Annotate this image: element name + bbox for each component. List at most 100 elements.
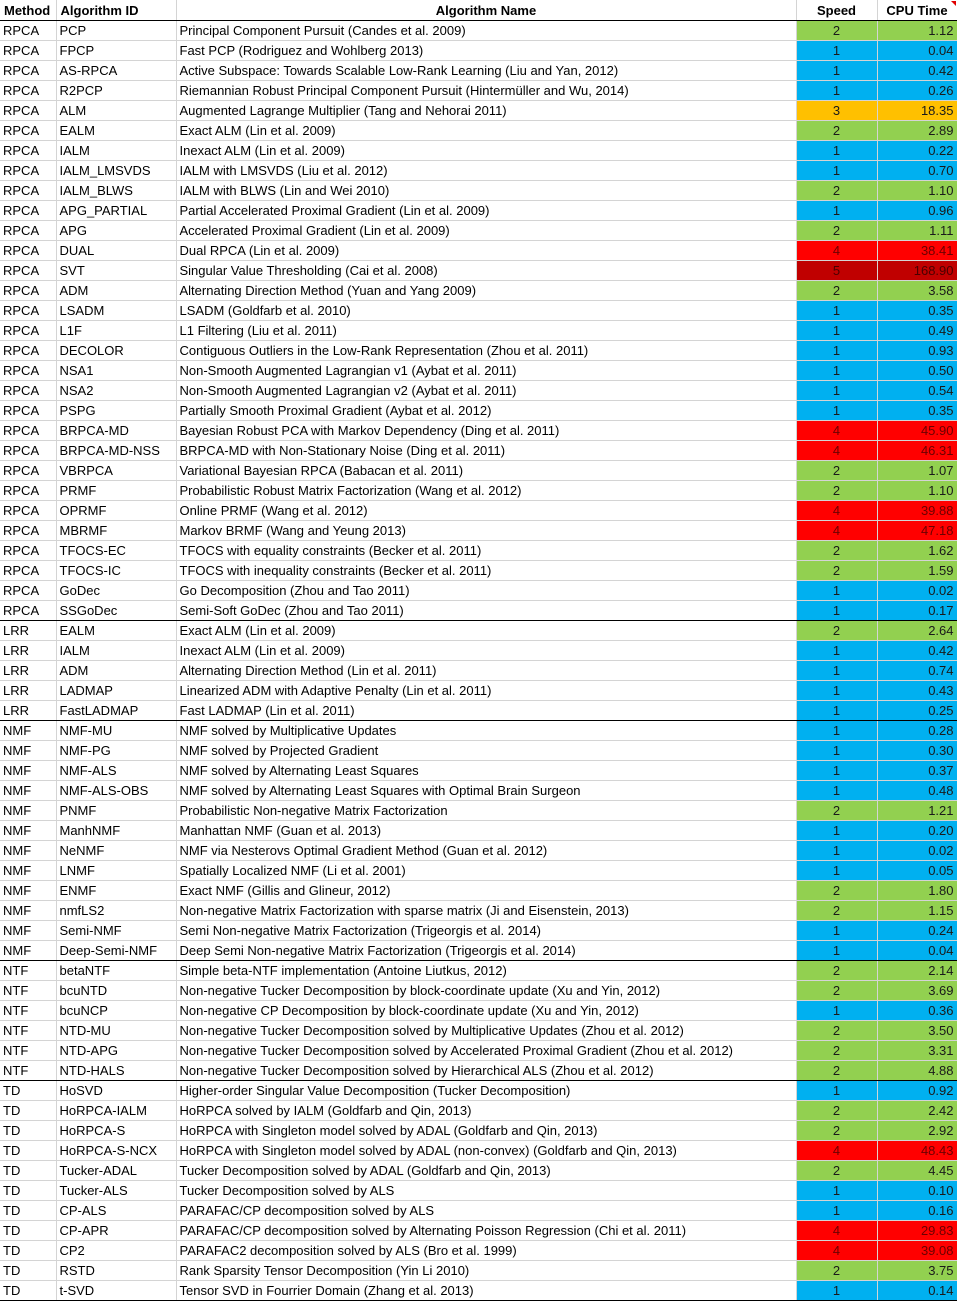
cell-algorithm-name[interactable]: Linearized ADM with Adaptive Penalty (Li… (176, 680, 797, 701)
cell-speed[interactable]: 1 (796, 920, 878, 941)
cell-speed[interactable]: 2 (796, 620, 878, 641)
cell-speed[interactable]: 2 (796, 280, 878, 301)
cell-algorithm-id[interactable]: CP2 (56, 1240, 177, 1261)
cell-speed[interactable]: 1 (796, 840, 878, 861)
cell-algorithm-name[interactable]: Fast PCP (Rodriguez and Wohlberg 2013) (176, 40, 797, 61)
cell-algorithm-id[interactable]: CP-ALS (56, 1200, 177, 1221)
cell-algorithm-name[interactable]: LSADM (Goldfarb et al. 2010) (176, 300, 797, 321)
cell-method[interactable]: RPCA (0, 20, 57, 41)
cell-algorithm-name[interactable]: TFOCS with inequality constraints (Becke… (176, 560, 797, 581)
cell-speed[interactable]: 2 (796, 980, 878, 1001)
cell-cpu-time[interactable]: 0.16 (877, 1200, 957, 1221)
cell-algorithm-id[interactable]: APG_PARTIAL (56, 200, 177, 221)
cell-algorithm-name[interactable]: Non-negative Tucker Decomposition solved… (176, 1040, 797, 1061)
cell-algorithm-id[interactable]: FastLADMAP (56, 700, 177, 721)
cell-method[interactable]: RPCA (0, 180, 57, 201)
cell-algorithm-name[interactable]: Accelerated Proximal Gradient (Lin et al… (176, 220, 797, 241)
cell-speed[interactable]: 2 (796, 180, 878, 201)
cell-speed[interactable]: 1 (796, 400, 878, 421)
cell-method[interactable]: RPCA (0, 520, 57, 541)
cell-cpu-time[interactable]: 0.93 (877, 340, 957, 361)
cell-speed[interactable]: 2 (796, 1120, 878, 1141)
cell-algorithm-name[interactable]: Partially Smooth Proximal Gradient (Ayba… (176, 400, 797, 421)
cell-algorithm-id[interactable]: IALM (56, 140, 177, 161)
cell-speed[interactable]: 1 (796, 1280, 878, 1301)
cell-algorithm-id[interactable]: PCP (56, 20, 177, 41)
cell-method[interactable]: NMF (0, 760, 57, 781)
cell-algorithm-id[interactable]: SSGoDec (56, 600, 177, 621)
cell-algorithm-id[interactable]: NTD-APG (56, 1040, 177, 1061)
cell-speed[interactable]: 1 (796, 60, 878, 81)
cell-cpu-time[interactable]: 168.90 (877, 260, 957, 281)
cell-speed[interactable]: 1 (796, 200, 878, 221)
cell-algorithm-id[interactable]: NMF-ALS-OBS (56, 780, 177, 801)
cell-method[interactable]: TD (0, 1080, 57, 1101)
cell-speed[interactable]: 2 (796, 1260, 878, 1281)
cell-method[interactable]: NTF (0, 1020, 57, 1041)
cell-method[interactable]: RPCA (0, 220, 57, 241)
cell-cpu-time[interactable]: 1.10 (877, 180, 957, 201)
cell-algorithm-name[interactable]: Alternating Direction Method (Lin et al.… (176, 660, 797, 681)
cell-algorithm-id[interactable]: IALM_BLWS (56, 180, 177, 201)
cell-algorithm-id[interactable]: R2PCP (56, 80, 177, 101)
cell-cpu-time[interactable]: 2.42 (877, 1100, 957, 1121)
cell-algorithm-name[interactable]: Rank Sparsity Tensor Decomposition (Yin … (176, 1260, 797, 1281)
cell-algorithm-id[interactable]: NMF-ALS (56, 760, 177, 781)
cell-algorithm-name[interactable]: Inexact ALM (Lin et al. 2009) (176, 640, 797, 661)
cell-cpu-time[interactable]: 4.88 (877, 1060, 957, 1081)
cell-cpu-time[interactable]: 3.50 (877, 1020, 957, 1041)
cell-method[interactable]: LRR (0, 680, 57, 701)
cell-algorithm-name[interactable]: Principal Component Pursuit (Candes et a… (176, 20, 797, 41)
cell-cpu-time[interactable]: 2.89 (877, 120, 957, 141)
cell-speed[interactable]: 2 (796, 20, 878, 41)
cell-speed[interactable]: 4 (796, 440, 878, 461)
cell-algorithm-name[interactable]: Non-Smooth Augmented Lagrangian v2 (Ayba… (176, 380, 797, 401)
cell-speed[interactable]: 1 (796, 780, 878, 801)
cell-method[interactable]: TD (0, 1200, 57, 1221)
cell-method[interactable]: RPCA (0, 540, 57, 561)
cell-cpu-time[interactable]: 0.20 (877, 820, 957, 841)
cell-method[interactable]: NMF (0, 880, 57, 901)
cell-algorithm-name[interactable]: IALM with LMSVDS (Liu et al. 2012) (176, 160, 797, 181)
cell-algorithm-name[interactable]: TFOCS with equality constraints (Becker … (176, 540, 797, 561)
cell-algorithm-name[interactable]: Semi Non-negative Matrix Factorization (… (176, 920, 797, 941)
cell-speed[interactable]: 1 (796, 340, 878, 361)
cell-method[interactable]: RPCA (0, 560, 57, 581)
cell-method[interactable]: RPCA (0, 400, 57, 421)
cell-method[interactable]: LRR (0, 700, 57, 721)
cell-speed[interactable]: 4 (796, 520, 878, 541)
cell-cpu-time[interactable]: 0.02 (877, 580, 957, 601)
cell-algorithm-id[interactable]: FPCP (56, 40, 177, 61)
cell-algorithm-id[interactable]: ADM (56, 280, 177, 301)
cell-cpu-time[interactable]: 3.69 (877, 980, 957, 1001)
cell-algorithm-name[interactable]: Tensor SVD in Fourrier Domain (Zhang et … (176, 1280, 797, 1301)
cell-cpu-time[interactable]: 3.58 (877, 280, 957, 301)
cell-method[interactable]: LRR (0, 640, 57, 661)
cell-algorithm-name[interactable]: PARAFAC/CP decomposition solved by ALS (176, 1200, 797, 1221)
cell-speed[interactable]: 2 (796, 1040, 878, 1061)
cell-cpu-time[interactable]: 0.96 (877, 200, 957, 221)
cell-cpu-time[interactable]: 4.45 (877, 1160, 957, 1181)
cell-method[interactable]: TD (0, 1240, 57, 1261)
cell-speed[interactable]: 2 (796, 460, 878, 481)
cell-algorithm-name[interactable]: Probabilistic Non-negative Matrix Factor… (176, 800, 797, 821)
cell-algorithm-id[interactable]: RSTD (56, 1260, 177, 1281)
cell-algorithm-name[interactable]: Manhattan NMF (Guan et al. 2013) (176, 820, 797, 841)
cell-method[interactable]: TD (0, 1140, 57, 1161)
cell-algorithm-id[interactable]: NSA1 (56, 360, 177, 381)
cell-algorithm-name[interactable]: NMF solved by Multiplicative Updates (176, 720, 797, 741)
cell-algorithm-name[interactable]: Deep Semi Non-negative Matrix Factorizat… (176, 940, 797, 961)
cell-cpu-time[interactable]: 0.30 (877, 740, 957, 761)
cell-algorithm-id[interactable]: ALM (56, 100, 177, 121)
cell-cpu-time[interactable]: 0.24 (877, 920, 957, 941)
cell-algorithm-id[interactable]: GoDec (56, 580, 177, 601)
cell-algorithm-id[interactable]: HoRPCA-S-NCX (56, 1140, 177, 1161)
header-speed[interactable]: Speed (796, 0, 878, 21)
cell-cpu-time[interactable]: 1.21 (877, 800, 957, 821)
cell-algorithm-name[interactable]: Non-negative Tucker Decomposition solved… (176, 1060, 797, 1081)
cell-algorithm-id[interactable]: BRPCA-MD (56, 420, 177, 441)
cell-algorithm-name[interactable]: Non-negative Tucker Decomposition solved… (176, 1020, 797, 1041)
cell-cpu-time[interactable]: 0.54 (877, 380, 957, 401)
cell-algorithm-id[interactable]: NTD-MU (56, 1020, 177, 1041)
cell-cpu-time[interactable]: 0.43 (877, 680, 957, 701)
